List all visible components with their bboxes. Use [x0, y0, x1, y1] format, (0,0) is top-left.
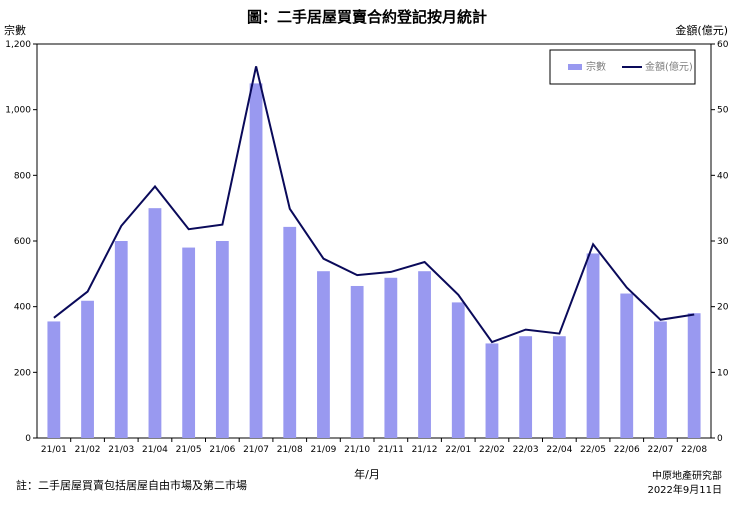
- bar-21/12: [418, 271, 431, 438]
- x-tick-label: 22/07: [647, 445, 673, 455]
- bar-21/01: [47, 321, 61, 438]
- bar-series: [47, 83, 701, 439]
- x-tick-label: 21/02: [75, 445, 101, 455]
- bar-21/09: [317, 271, 330, 438]
- x-tick-label: 22/04: [546, 445, 572, 455]
- x-tick-label: 22/06: [614, 445, 640, 455]
- bar-21/08: [283, 226, 297, 438]
- y-axis-left-label: 宗數: [4, 24, 26, 37]
- y-axis-right-label: 金額(億元): [675, 24, 728, 37]
- y-tick-label-right: 60: [717, 40, 729, 50]
- footnote: 註：二手居屋買賣包括居屋自由市場及第二市場: [16, 479, 247, 492]
- y-tick-label-right: 20: [717, 303, 729, 313]
- x-ticks: 21/01 21/02 21/03 21/04 21/05 21/06 21/07 21/08…: [41, 438, 707, 455]
- bar-21/06: [215, 241, 229, 438]
- line-series: [53, 66, 695, 344]
- x-tick-label: 21/08: [277, 445, 303, 455]
- x-tick-label: 21/05: [176, 445, 202, 455]
- y-tick-label-right: 30: [717, 237, 729, 247]
- x-tick-label: 21/12: [412, 445, 438, 455]
- bar-21/02: [81, 300, 94, 438]
- legend-swatch-bar: [568, 64, 582, 70]
- y-ticks-left: 0 200 400 600 800 1,000 1,200: [5, 40, 37, 444]
- source-date: 2022年9月11日: [647, 485, 722, 496]
- x-tick-label: 21/06: [209, 445, 235, 455]
- x-tick-label: 21/11: [378, 445, 404, 455]
- source-block: 中原地產研究部 2022年9月11日: [647, 470, 722, 498]
- y-tick-label-right: 40: [717, 171, 729, 181]
- bar-21/11: [384, 277, 398, 438]
- x-tick-label: 21/10: [344, 445, 370, 455]
- chart-frame: [36, 43, 712, 439]
- y-tick-label-left: 1,200: [5, 40, 31, 50]
- y-tick-label-left: 200: [14, 368, 31, 378]
- bar-21/03: [114, 241, 128, 438]
- y-tick-label-right: 10: [717, 368, 729, 378]
- bar-22/05: [586, 253, 600, 438]
- bar-22/04: [552, 336, 566, 438]
- y-tick-label-right: 0: [717, 434, 723, 444]
- bar-22/02: [485, 343, 499, 438]
- x-tick-label: 21/01: [41, 445, 67, 455]
- x-tick-label: 22/01: [445, 445, 471, 455]
- legend-label-count: 宗數: [586, 60, 606, 73]
- bar-22/01: [451, 302, 465, 438]
- bar-22/08: [687, 313, 701, 438]
- y-tick-label-left: 0: [25, 434, 31, 444]
- y-tick-label-left: 600: [14, 237, 31, 247]
- bar-22/03: [519, 336, 533, 438]
- bar-22/06: [620, 293, 634, 438]
- x-tick-label: 21/03: [108, 445, 134, 455]
- y-tick-label-right: 50: [717, 106, 729, 116]
- bar-21/07: [249, 83, 263, 439]
- x-tick-label: 21/04: [142, 445, 168, 455]
- x-tick-label: 21/09: [310, 445, 336, 455]
- chart-title: 圖：二手居屋買賣合約登記按月統計: [246, 8, 487, 26]
- x-tick-label: 22/05: [580, 445, 606, 455]
- x-tick-label: 22/02: [479, 445, 505, 455]
- bar-21/05: [182, 247, 196, 438]
- y-tick-label-left: 400: [14, 303, 31, 313]
- amount-line: [53, 66, 695, 344]
- legend: 宗數 金額(億元): [549, 49, 696, 85]
- y-tick-label-left: 1,000: [5, 106, 31, 116]
- bar-22/07: [654, 321, 667, 438]
- y-tick-label-left: 800: [14, 171, 31, 181]
- source-name: 中原地產研究部: [652, 471, 722, 482]
- plot-border: [36, 43, 712, 439]
- y-ticks-right: 0 10 20 30 40 50 60: [711, 40, 729, 444]
- bar-21/04: [148, 208, 162, 438]
- x-axis-label: 年/月: [354, 468, 380, 481]
- x-tick-label: 21/07: [243, 445, 269, 455]
- bar-21/10: [350, 285, 364, 438]
- legend-label-amount: 金額(億元): [645, 60, 693, 73]
- x-tick-label: 22/03: [513, 445, 539, 455]
- x-tick-label: 22/08: [681, 445, 707, 455]
